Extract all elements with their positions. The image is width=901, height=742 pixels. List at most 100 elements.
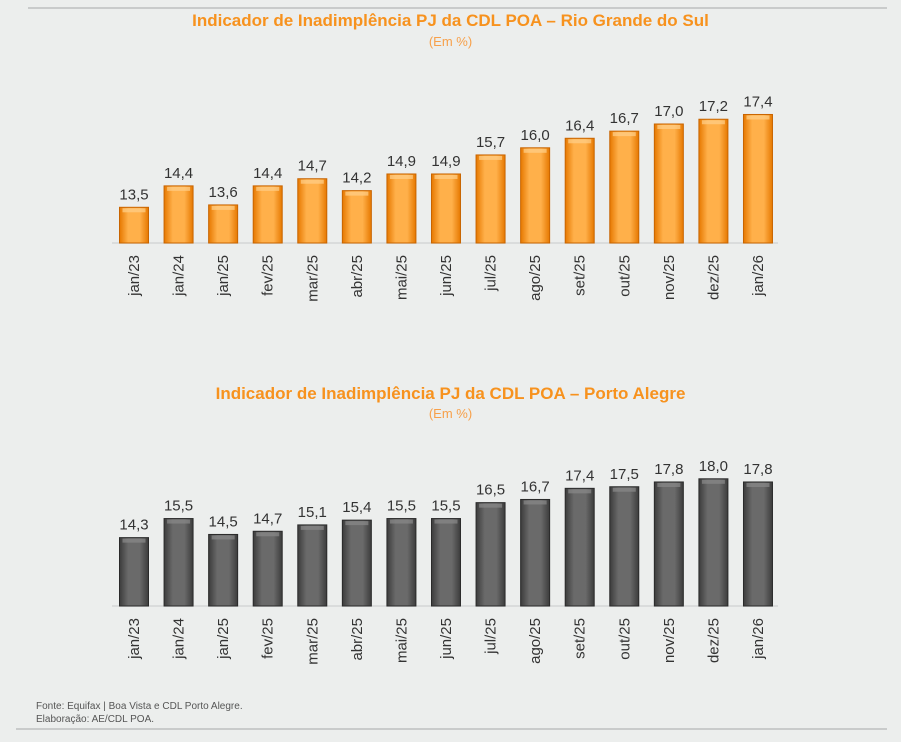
bar-highlight (746, 482, 770, 487)
bar (386, 173, 417, 244)
data-label: 14,2 (342, 170, 371, 187)
x-tick-label: out/25 (616, 255, 633, 297)
data-label: 16,4 (565, 117, 594, 134)
x-tick-label: ago/25 (527, 255, 544, 301)
bar (119, 537, 149, 607)
bar-highlight (479, 503, 503, 508)
bar-highlight (657, 125, 681, 129)
x-tick-label: jan/24 (171, 255, 188, 297)
chart-1-title: Indicador de Inadimplência PJ da CDL POA… (192, 11, 709, 30)
bar (341, 190, 372, 244)
bar-highlight (345, 521, 369, 526)
data-label: 14,9 (387, 153, 416, 170)
x-tick-label: ago/25 (527, 618, 544, 664)
data-label: 13,6 (209, 184, 238, 201)
data-label: 14,5 (209, 513, 238, 530)
bar (252, 185, 283, 244)
x-tick-label: dez/25 (705, 255, 722, 300)
chart-1-plot: 13,5 jan/23 14,4 jan/24 13,6 jan/25 14,4 fev/25… (112, 93, 778, 302)
x-tick-label: out/25 (616, 618, 633, 660)
data-label: 16,5 (476, 482, 505, 499)
bar-highlight (167, 186, 191, 191)
bar (341, 519, 372, 607)
bar (698, 478, 729, 607)
data-label: 14,4 (253, 165, 282, 182)
bar (208, 204, 239, 244)
bar (520, 147, 551, 244)
bar (430, 518, 461, 607)
data-label: 15,5 (431, 498, 460, 515)
bar-highlight (568, 489, 592, 494)
data-label: 13,5 (119, 186, 148, 203)
x-tick-label: jul/25 (483, 255, 500, 292)
bar (163, 185, 194, 244)
data-label: 17,2 (699, 98, 728, 115)
x-tick-label: mai/25 (393, 255, 410, 300)
x-tick-label: mai/25 (393, 618, 410, 663)
data-label: 14,3 (119, 517, 148, 534)
bar-highlight (211, 205, 235, 210)
bar-highlight (479, 155, 503, 160)
bar-highlight (612, 487, 636, 492)
bar-highlight (122, 538, 146, 543)
bar (297, 178, 328, 244)
x-tick-label: fev/25 (260, 618, 277, 659)
bar-highlight (167, 519, 191, 524)
bar-highlight (523, 500, 547, 505)
x-tick-label: jan/24 (171, 618, 188, 660)
bar (386, 518, 417, 607)
bar (163, 518, 194, 607)
bar (252, 530, 283, 607)
bar-highlight (345, 191, 369, 196)
bottom-divider (16, 728, 887, 730)
bar (475, 154, 506, 244)
x-tick-label: mar/25 (304, 618, 321, 665)
bar (475, 502, 506, 607)
data-label: 16,7 (610, 110, 639, 127)
bar (653, 123, 684, 244)
bar-highlight (746, 115, 770, 120)
x-tick-label: jan/25 (215, 255, 232, 297)
bar (119, 206, 149, 244)
bar-highlight (612, 132, 636, 137)
x-tick-label: dez/25 (705, 618, 722, 663)
bar-highlight (523, 148, 547, 153)
bar-highlight (122, 208, 146, 213)
x-tick-label: jan/23 (126, 618, 143, 660)
bar-highlight (300, 525, 324, 530)
chart-2-subtitle: (Em %) (428, 406, 473, 421)
x-tick-label: jan/23 (126, 255, 143, 297)
data-label: 14,7 (298, 158, 327, 175)
credit-note: Elaboração: AE/CDL POA. (36, 714, 155, 725)
bar-highlight (657, 482, 681, 487)
x-tick-label: jan/26 (750, 255, 767, 297)
x-tick-label: jun/25 (438, 255, 455, 297)
data-label: 17,8 (654, 461, 683, 478)
bar (564, 137, 595, 244)
x-tick-label: jun/25 (438, 618, 455, 660)
bar (742, 481, 773, 607)
data-label: 16,7 (521, 478, 550, 495)
bar (742, 113, 773, 244)
data-label: 16,0 (521, 127, 550, 144)
x-tick-label: set/25 (572, 618, 589, 659)
data-label: 18,0 (699, 458, 728, 475)
x-tick-label: set/25 (572, 255, 589, 296)
bar-highlight (256, 186, 280, 191)
chart-1-subtitle: (Em %) (428, 34, 473, 49)
x-tick-label: jan/26 (750, 618, 767, 660)
data-label: 14,9 (431, 153, 460, 170)
data-label: 14,7 (253, 510, 282, 527)
bar (520, 498, 551, 607)
data-label: 15,5 (164, 498, 193, 515)
data-label: 17,4 (743, 93, 772, 110)
bar (564, 487, 595, 607)
bar-highlight (389, 519, 413, 524)
bar (430, 173, 461, 244)
chart-2-plot: 14,3 jan/23 15,5 jan/24 14,5 jan/25 14,7 fev/25… (112, 458, 778, 665)
x-tick-label: jan/25 (215, 618, 232, 660)
source-note: Fonte: Equifax | Boa Vista e CDL Porto A… (36, 701, 243, 712)
x-tick-label: nov/25 (661, 618, 678, 663)
bar-highlight (434, 519, 458, 524)
bar-highlight (211, 535, 235, 540)
